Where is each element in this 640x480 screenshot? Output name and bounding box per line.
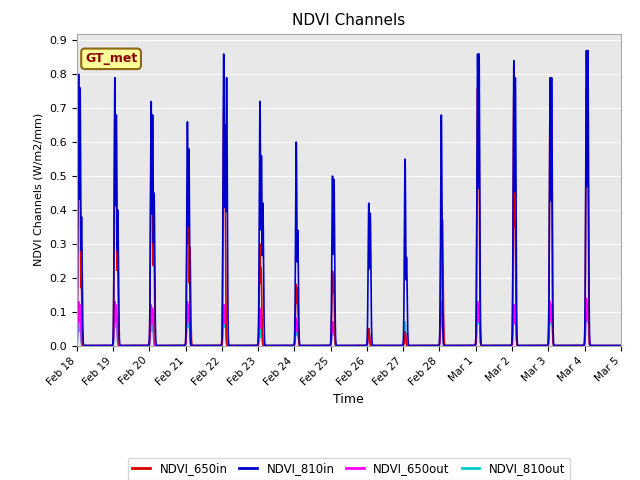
Legend: NDVI_650in, NDVI_810in, NDVI_650out, NDVI_810out: NDVI_650in, NDVI_810in, NDVI_650out, NDV…	[127, 457, 570, 480]
NDVI_650in	[501, 343, 509, 348]
NDVI_810out	[73, 342, 81, 348]
NDVI_650out	[424, 343, 431, 348]
Line: NDVI_650out: NDVI_650out	[77, 298, 621, 346]
NDVI_810in	[184, 120, 191, 126]
NDVI_810out	[615, 343, 623, 348]
Line: NDVI_650in: NDVI_650in	[77, 88, 621, 346]
NDVI_650in	[474, 85, 481, 91]
NDVI_650in	[73, 338, 81, 344]
NDVI_650out	[582, 295, 590, 301]
NDVI_810in	[189, 343, 197, 348]
NDVI_650in	[615, 343, 623, 348]
NDVI_650in	[189, 343, 197, 348]
NDVI_810out	[424, 343, 431, 348]
NDVI_650in	[81, 343, 88, 348]
NDVI_810out	[501, 343, 509, 348]
NDVI_810out	[189, 343, 197, 348]
Line: NDVI_810out: NDVI_810out	[77, 301, 621, 346]
Y-axis label: NDVI Channels (W/m2/mm): NDVI Channels (W/m2/mm)	[34, 113, 44, 266]
NDVI_650out	[615, 343, 623, 348]
NDVI_810out	[582, 299, 590, 304]
NDVI_650out	[501, 343, 509, 348]
NDVI_650in	[184, 191, 191, 197]
NDVI_650out	[189, 343, 197, 348]
NDVI_810out	[184, 309, 191, 315]
NDVI_810out	[79, 343, 87, 348]
NDVI_810out	[617, 343, 625, 348]
Title: NDVI Channels: NDVI Channels	[292, 13, 405, 28]
NDVI_810out	[276, 343, 284, 348]
NDVI_810in	[81, 343, 88, 348]
NDVI_810in	[582, 48, 590, 53]
NDVI_810in	[501, 343, 509, 348]
NDVI_810in	[73, 337, 81, 343]
X-axis label: Time: Time	[333, 393, 364, 406]
NDVI_650out	[276, 343, 284, 348]
NDVI_810in	[276, 343, 284, 348]
NDVI_650in	[276, 343, 284, 348]
Line: NDVI_810in: NDVI_810in	[77, 50, 621, 346]
NDVI_650out	[617, 343, 625, 348]
NDVI_650out	[79, 343, 87, 348]
NDVI_650in	[424, 343, 431, 348]
NDVI_810in	[615, 343, 623, 348]
NDVI_810in	[424, 343, 431, 348]
NDVI_650in	[617, 343, 625, 348]
NDVI_810in	[617, 343, 625, 348]
NDVI_650out	[184, 299, 191, 305]
NDVI_650out	[73, 342, 81, 348]
Text: GT_met: GT_met	[85, 52, 137, 65]
